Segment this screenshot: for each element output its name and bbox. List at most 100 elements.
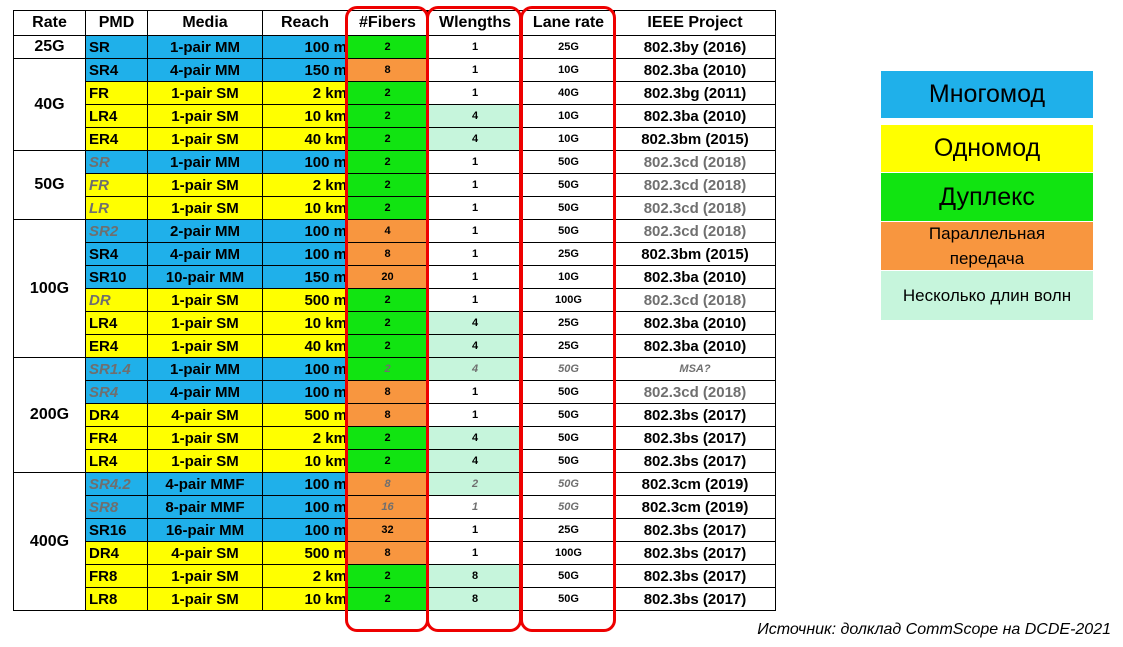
reach-cell: 100 m — [262, 219, 348, 243]
fibers-cell: 16 — [347, 495, 428, 519]
reach-cell: 100 m — [262, 495, 348, 519]
lane-rate-cell: 50G — [522, 472, 615, 496]
ieee-cell: 802.3by (2016) — [614, 35, 776, 59]
media-cell: 4-pair SM — [147, 541, 263, 565]
media-cell: 1-pair SM — [147, 587, 263, 611]
ieee-cell: 802.3bs (2017) — [614, 449, 776, 473]
reach-cell: 100 m — [262, 150, 348, 174]
ieee-cell: 802.3bs (2017) — [614, 518, 776, 542]
fibers-cell: 2 — [347, 288, 428, 312]
pmd-cell: FR — [85, 173, 148, 197]
table-row: FR8 1-pair SM 2 km 2 8 50G 802.3bs (2017) — [14, 564, 776, 588]
pmd-cell: SR16 — [85, 518, 148, 542]
media-cell: 4-pair MMF — [147, 472, 263, 496]
media-cell: 1-pair MM — [147, 35, 263, 59]
table-row: FR4 1-pair SM 2 km 2 4 50G 802.3bs (2017) — [14, 426, 776, 450]
reach-cell: 10 km — [262, 449, 348, 473]
pmd-cell: SR8 — [85, 495, 148, 519]
reach-cell: 10 km — [262, 196, 348, 220]
legend-item: Дуплекс — [881, 173, 1093, 221]
ieee-cell: 802.3cd (2018) — [614, 196, 776, 220]
lane-rate-cell: 50G — [522, 173, 615, 197]
media-cell: 4-pair MM — [147, 380, 263, 404]
wavelengths-cell: 1 — [427, 541, 523, 565]
highlight-box — [426, 6, 522, 632]
fibers-cell: 8 — [347, 541, 428, 565]
table-row: DR4 4-pair SM 500 m 8 1 50G 802.3bs (2017) — [14, 403, 776, 427]
media-cell: 1-pair SM — [147, 449, 263, 473]
pmd-cell: DR4 — [85, 403, 148, 427]
table-row: LR4 1-pair SM 10 km 2 4 50G 802.3bs (2017) — [14, 449, 776, 473]
lane-rate-cell: 10G — [522, 127, 615, 151]
reach-cell: 100 m — [262, 357, 348, 381]
media-cell: 1-pair SM — [147, 426, 263, 450]
fibers-cell: 2 — [347, 35, 428, 59]
wavelengths-cell: 1 — [427, 265, 523, 289]
column-header: Media — [147, 10, 263, 36]
table-row: SR8 8-pair MMF 100 m 16 1 50G 802.3cm (2019) — [14, 495, 776, 519]
header-row: Rate PMD Media Reach #Fibers Wlengths Lane rat… — [13, 10, 776, 36]
legend-item: Многомод — [881, 71, 1093, 118]
reach-cell: 100 m — [262, 518, 348, 542]
media-cell: 8-pair MMF — [147, 495, 263, 519]
wavelengths-cell: 1 — [427, 58, 523, 82]
pmd-cell: SR4 — [85, 58, 148, 82]
ieee-cell: 802.3bs (2017) — [614, 587, 776, 611]
reach-cell: 10 km — [262, 104, 348, 128]
ieee-cell: 802.3ba (2010) — [614, 58, 776, 82]
ieee-cell: 802.3ba (2010) — [614, 334, 776, 358]
lane-rate-cell: 25G — [522, 311, 615, 335]
pmd-cell: LR — [85, 196, 148, 220]
lane-rate-cell: 25G — [522, 334, 615, 358]
ieee-cell: 802.3bs (2017) — [614, 403, 776, 427]
lane-rate-cell: 50G — [522, 449, 615, 473]
fibers-cell: 2 — [347, 587, 428, 611]
ieee-cell: 802.3ba (2010) — [614, 265, 776, 289]
wavelengths-cell: 4 — [427, 449, 523, 473]
pmd-cell: LR4 — [85, 311, 148, 335]
fibers-cell: 20 — [347, 265, 428, 289]
fibers-cell: 2 — [347, 426, 428, 450]
media-cell: 1-pair SM — [147, 81, 263, 105]
pmd-cell: DR — [85, 288, 148, 312]
table-row: LR8 1-pair SM 10 km 2 8 50G 802.3bs (2017) — [14, 587, 776, 611]
column-header: IEEE Project — [614, 10, 776, 36]
reach-cell: 2 km — [262, 426, 348, 450]
ieee-cell: 802.3cm (2019) — [614, 472, 776, 496]
legend-item: Одномод — [881, 125, 1093, 172]
column-header: Rate — [13, 10, 86, 36]
media-cell: 1-pair SM — [147, 334, 263, 358]
rate-cell: 100G — [13, 219, 86, 358]
ieee-cell: 802.3cd (2018) — [614, 150, 776, 174]
lane-rate-cell: 50G — [522, 196, 615, 220]
table-row: 40G SR4 4-pair MM 150 m 8 1 10G 802.3ba (2010) — [13, 58, 776, 151]
lane-rate-cell: 25G — [522, 242, 615, 266]
wavelengths-cell: 4 — [427, 104, 523, 128]
pmd-cell: SR4 — [85, 380, 148, 404]
legend-item: Несколько длин волн — [881, 271, 1093, 320]
reach-cell: 100 m — [262, 35, 348, 59]
table-row: DR 1-pair SM 500 m 2 1 100G 802.3cd (2018) — [14, 288, 776, 312]
legend-item: Параллельная передача — [881, 222, 1093, 270]
lane-rate-cell: 50G — [522, 426, 615, 450]
table-row: ER4 1-pair SM 40 km 2 4 25G 802.3ba (2010) — [14, 334, 776, 358]
pmd-cell: ER4 — [85, 127, 148, 151]
fibers-cell: 2 — [347, 150, 428, 174]
reach-cell: 150 m — [262, 265, 348, 289]
lane-rate-cell: 50G — [522, 150, 615, 174]
highlight-box — [345, 6, 429, 632]
table-row: ER4 1-pair SM 40 km 2 4 10G 802.3bm (2015) — [14, 127, 776, 151]
fibers-cell: 2 — [347, 127, 428, 151]
column-header: Reach — [262, 10, 348, 36]
table-row: 400G SR4.2 4-pair MMF 100 m 8 2 50G 802.3cm (20… — [13, 472, 776, 611]
media-cell: 1-pair SM — [147, 127, 263, 151]
fibers-cell: 2 — [347, 449, 428, 473]
table-row: SR16 16-pair MM 100 m 32 1 25G 802.3bs (2017) — [14, 518, 776, 542]
reach-cell: 2 km — [262, 173, 348, 197]
fibers-cell: 4 — [347, 219, 428, 243]
media-cell: 10-pair MM — [147, 265, 263, 289]
pmd-cell: SR10 — [85, 265, 148, 289]
lane-rate-cell: 100G — [522, 541, 615, 565]
media-cell: 4-pair MM — [147, 58, 263, 82]
